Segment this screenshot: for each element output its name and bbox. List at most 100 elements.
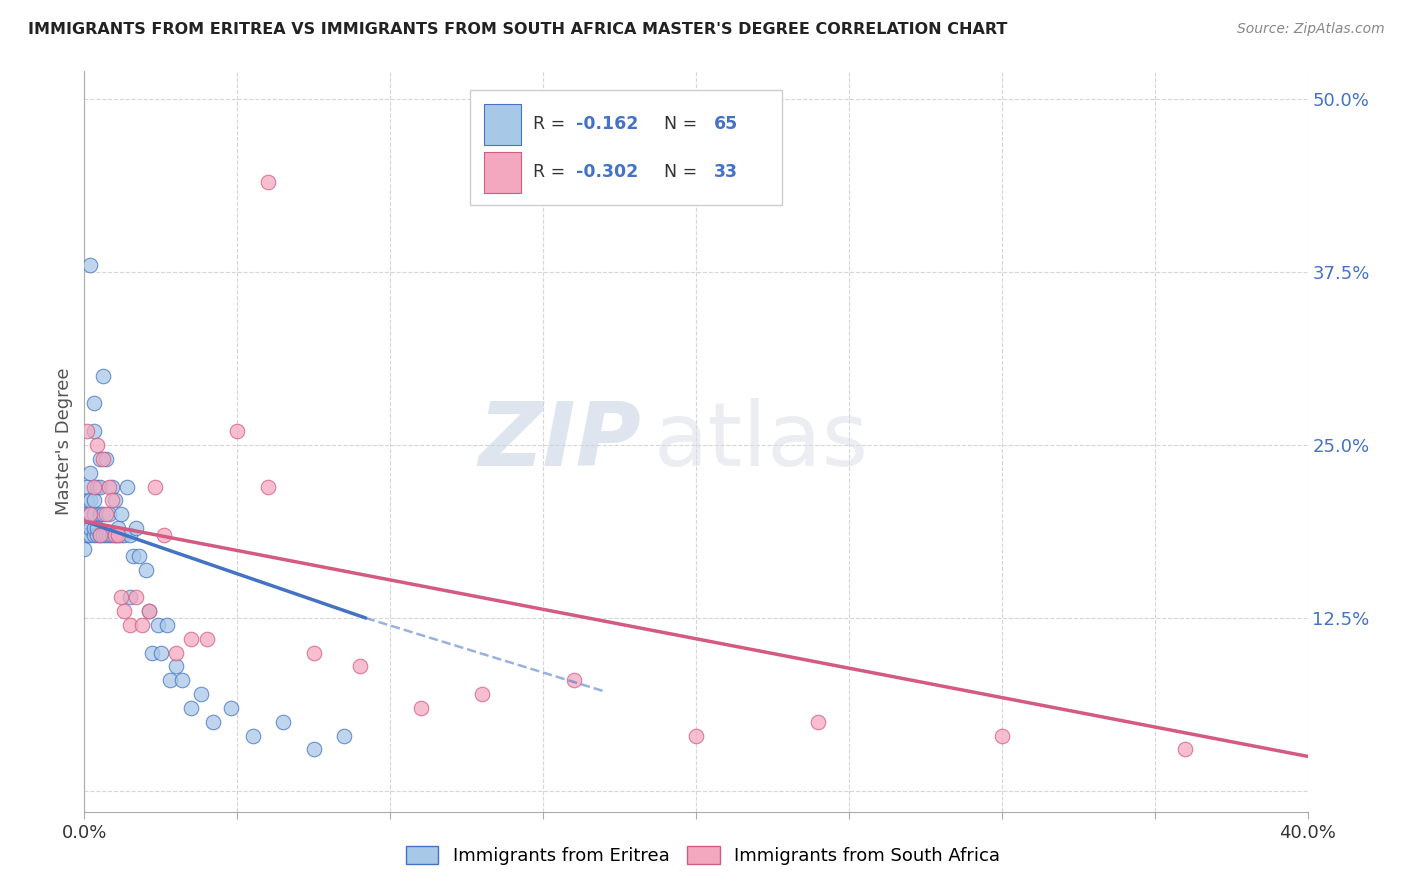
- Point: [89, 479, 111, 493]
- Point: [110, 507, 132, 521]
- Point: [89, 528, 111, 542]
- Point: [76, 424, 98, 438]
- Point: [107, 528, 129, 542]
- Point: [172, 673, 194, 688]
- Point: [131, 618, 153, 632]
- Point: [73, 528, 96, 542]
- Point: [180, 701, 202, 715]
- Point: [83, 528, 105, 542]
- Point: [89, 528, 111, 542]
- Text: 65: 65: [714, 115, 738, 133]
- Point: [115, 479, 138, 493]
- Point: [991, 729, 1014, 743]
- Point: [83, 521, 105, 535]
- FancyBboxPatch shape: [470, 90, 782, 204]
- Point: [180, 632, 202, 646]
- Point: [79, 528, 101, 542]
- Point: [562, 673, 585, 688]
- Point: [685, 729, 707, 743]
- Point: [101, 493, 124, 508]
- Point: [89, 507, 111, 521]
- Point: [159, 673, 181, 688]
- Point: [471, 687, 494, 701]
- Point: [195, 632, 218, 646]
- Point: [110, 591, 132, 605]
- Point: [135, 563, 157, 577]
- Point: [79, 507, 101, 521]
- Text: 33: 33: [714, 163, 738, 181]
- Text: ZIP: ZIP: [478, 398, 641, 485]
- Text: atlas: atlas: [654, 398, 869, 485]
- Point: [257, 175, 280, 189]
- Point: [219, 701, 242, 715]
- Point: [112, 604, 135, 618]
- Text: Source: ZipAtlas.com: Source: ZipAtlas.com: [1237, 22, 1385, 37]
- Point: [76, 507, 98, 521]
- Point: [138, 604, 160, 618]
- Point: [83, 493, 105, 508]
- Text: -0.302: -0.302: [576, 163, 638, 181]
- Point: [101, 528, 124, 542]
- Point: [101, 479, 124, 493]
- Point: [333, 729, 356, 743]
- Text: R =: R =: [533, 163, 571, 181]
- Point: [302, 646, 325, 660]
- Point: [83, 424, 105, 438]
- Point: [83, 507, 105, 521]
- Point: [156, 618, 179, 632]
- Point: [201, 714, 224, 729]
- Point: [165, 646, 187, 660]
- Point: [149, 646, 172, 660]
- Legend: Immigrants from Eritrea, Immigrants from South Africa: Immigrants from Eritrea, Immigrants from…: [396, 837, 1010, 874]
- Point: [110, 528, 132, 542]
- Point: [97, 528, 120, 542]
- Text: IMMIGRANTS FROM ERITREA VS IMMIGRANTS FROM SOUTH AFRICA MASTER'S DEGREE CORRELAT: IMMIGRANTS FROM ERITREA VS IMMIGRANTS FR…: [28, 22, 1008, 37]
- Point: [83, 479, 105, 493]
- Point: [120, 591, 142, 605]
- Point: [128, 549, 150, 563]
- Point: [807, 714, 830, 729]
- Point: [86, 521, 108, 535]
- Point: [97, 507, 120, 521]
- Point: [143, 479, 166, 493]
- Point: [91, 507, 114, 521]
- Point: [141, 646, 163, 660]
- Point: [302, 742, 325, 756]
- Point: [91, 451, 114, 466]
- Text: -0.162: -0.162: [576, 115, 638, 133]
- Point: [120, 618, 142, 632]
- Point: [94, 528, 117, 542]
- Point: [409, 701, 432, 715]
- Point: [125, 521, 148, 535]
- Point: [94, 451, 117, 466]
- Point: [73, 541, 96, 556]
- Point: [153, 528, 176, 542]
- Point: [107, 528, 129, 542]
- Point: [1174, 742, 1197, 756]
- Point: [104, 493, 127, 508]
- Point: [257, 479, 280, 493]
- Point: [79, 507, 101, 521]
- FancyBboxPatch shape: [484, 104, 522, 145]
- Point: [349, 659, 371, 673]
- Point: [165, 659, 187, 673]
- Point: [104, 528, 127, 542]
- Point: [226, 424, 249, 438]
- Y-axis label: Master's Degree: Master's Degree: [55, 368, 73, 516]
- FancyBboxPatch shape: [484, 153, 522, 193]
- Point: [86, 438, 108, 452]
- Point: [122, 549, 145, 563]
- Point: [97, 479, 120, 493]
- Point: [94, 507, 117, 521]
- Point: [79, 258, 101, 272]
- Point: [86, 479, 108, 493]
- Point: [120, 528, 142, 542]
- Text: N =: N =: [654, 115, 703, 133]
- Point: [76, 493, 98, 508]
- Point: [146, 618, 169, 632]
- Point: [83, 396, 105, 410]
- Point: [79, 493, 101, 508]
- Point: [91, 528, 114, 542]
- Point: [112, 528, 135, 542]
- Point: [190, 687, 212, 701]
